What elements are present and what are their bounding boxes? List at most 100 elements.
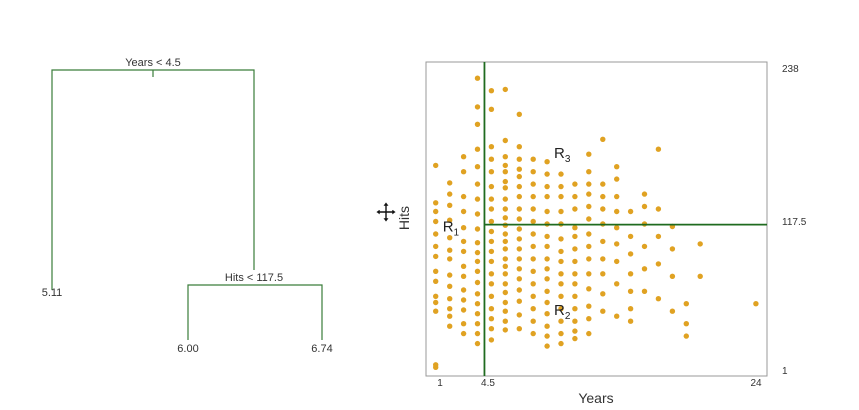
data-point (530, 231, 536, 237)
data-point (530, 256, 536, 262)
data-point (474, 196, 481, 202)
data-point (627, 318, 634, 324)
data-point (655, 233, 662, 240)
data-point (488, 156, 495, 162)
data-point (558, 208, 564, 215)
data-point (558, 271, 564, 277)
data-point (614, 258, 620, 265)
data-point (502, 137, 508, 144)
x-tick-4-5: 4.5 (481, 378, 495, 389)
data-point (558, 171, 564, 177)
data-point (697, 241, 703, 247)
region-label-3: R3 (554, 145, 571, 165)
data-point (488, 88, 495, 94)
data-point (488, 228, 495, 235)
data-point (586, 256, 592, 262)
data-point (586, 151, 592, 157)
data-point (600, 206, 606, 212)
tree-split-label: Hits < 117.5 (225, 272, 283, 284)
data-point (433, 299, 439, 306)
data-point (572, 233, 578, 240)
data-point (516, 144, 522, 150)
data-point (474, 268, 481, 274)
data-point (488, 206, 495, 212)
data-point (586, 330, 592, 337)
data-point (460, 208, 467, 215)
data-point (544, 243, 550, 250)
data-point (544, 193, 550, 200)
data-point (488, 271, 495, 277)
data-point (447, 256, 453, 262)
data-point (627, 208, 634, 215)
data-point (669, 273, 676, 279)
data-point (460, 154, 467, 160)
data-point (447, 272, 453, 278)
data-point (474, 104, 481, 110)
y-tick-1: 1 (782, 366, 788, 377)
data-point (516, 183, 522, 190)
data-point (447, 180, 453, 186)
data-point (502, 246, 508, 252)
data-point (586, 181, 592, 187)
data-point (447, 191, 453, 197)
data-point (516, 326, 522, 332)
data-point (572, 293, 578, 299)
data-point (558, 281, 564, 287)
data-point (474, 249, 481, 256)
data-point (460, 225, 467, 231)
data-point (530, 281, 536, 287)
data-point (544, 256, 550, 262)
data-point (502, 162, 508, 169)
data-point (586, 169, 592, 175)
data-point (447, 247, 453, 253)
data-point (655, 261, 662, 267)
data-point (627, 271, 634, 277)
data-point (683, 301, 689, 307)
data-point (474, 330, 481, 337)
data-point (488, 306, 495, 312)
data-point (474, 226, 481, 232)
data-point (502, 271, 508, 277)
data-point (586, 191, 592, 197)
data-point (433, 162, 439, 169)
data-point (433, 364, 439, 370)
data-point (488, 144, 495, 150)
data-point (488, 337, 495, 343)
data-point (502, 281, 508, 287)
data-point (586, 303, 592, 309)
data-point (614, 225, 620, 231)
data-point (516, 256, 522, 262)
data-point (460, 287, 467, 293)
data-point (516, 266, 522, 272)
data-point (502, 289, 508, 296)
data-point (447, 306, 453, 312)
data-points (433, 75, 759, 370)
data-point (502, 86, 508, 93)
data-point (433, 200, 439, 206)
data-point (544, 266, 550, 272)
data-point (544, 171, 550, 177)
data-point (614, 193, 620, 200)
data-point (614, 281, 620, 287)
data-point (433, 308, 439, 314)
data-point (474, 240, 481, 246)
data-point (586, 231, 592, 237)
data-point (502, 206, 508, 212)
tree-leaf-middle: 6.00 (177, 343, 198, 355)
data-point (572, 246, 578, 252)
data-point (460, 238, 467, 245)
data-point (544, 299, 550, 306)
data-point (614, 164, 620, 170)
data-point (502, 178, 508, 185)
data-point (474, 146, 481, 152)
data-point (502, 327, 508, 333)
y-axis-label: Hits (396, 206, 412, 230)
data-point (502, 185, 508, 191)
data-point (502, 299, 508, 306)
data-point (544, 233, 550, 240)
data-point (544, 323, 550, 329)
data-point (474, 75, 481, 81)
tree-leaf-right: 6.74 (311, 343, 332, 355)
data-point (460, 307, 467, 313)
data-point (572, 258, 578, 265)
